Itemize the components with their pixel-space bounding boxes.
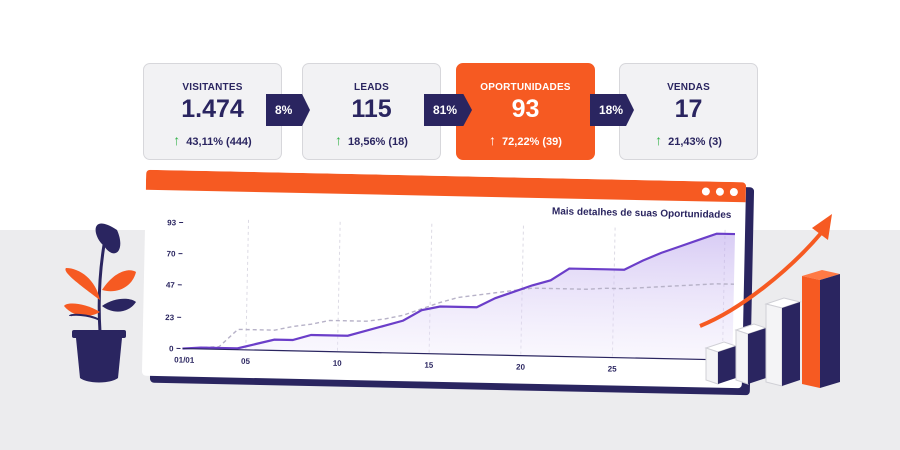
kpi-value: 115 — [351, 95, 392, 123]
kpi-change: ↑ 18,56% (18) — [303, 132, 440, 148]
kpi-value: 1.474 — [181, 95, 244, 123]
kpi-card-visitantes[interactable]: VISITANTES 1.474 ↑ 43,11% (444) — [143, 63, 282, 160]
kpi-label: LEADS — [354, 82, 389, 93]
kpi-label: VENDAS — [667, 82, 710, 93]
x-tick-label: 20 — [516, 363, 526, 372]
conversion-rate-badge: 8% — [266, 94, 310, 126]
grid-line — [245, 219, 250, 350]
x-tick-label: 01/01 — [174, 355, 195, 364]
conversion-rate-badge: 18% — [590, 94, 634, 126]
kpi-change: ↑ 21,43% (3) — [620, 132, 757, 148]
kpi-change-text: 18,56% (18) — [348, 136, 408, 148]
kpi-change-text: 21,43% (3) — [668, 136, 722, 148]
x-tick-label: 15 — [424, 361, 434, 370]
kpi-value: 17 — [674, 95, 703, 123]
kpi-change: ↑ 43,11% (444) — [144, 132, 281, 148]
x-tick-label: 05 — [241, 357, 251, 366]
series-line-main — [182, 232, 736, 350]
grid-line — [336, 221, 341, 352]
arrow-up-icon: ↑ — [173, 132, 181, 148]
kpi-change-text: 43,11% (444) — [186, 136, 252, 148]
kpi-change-text: 72,22% (39) — [502, 136, 562, 148]
y-tick-label: 70 — [166, 249, 176, 258]
arrow-up-icon: ↑ — [335, 132, 343, 148]
series-area — [182, 233, 736, 361]
kpi-change: ↑ 72,22% (39) — [457, 132, 594, 148]
arrow-up-icon: ↑ — [489, 132, 497, 148]
y-tick-label: 0 — [169, 344, 174, 353]
kpi-card-leads[interactable]: LEADS 115 ↑ 18,56% (18) — [302, 63, 441, 160]
chart-window: Mais detalhes de suas Oportunidades 0 23 4… — [141, 169, 747, 389]
x-tick-label: 10 — [333, 359, 343, 368]
series-line-dashed — [182, 283, 734, 350]
kpi-card-oportunidades[interactable]: OPORTUNIDADES 93 ↑ 72,22% (39) — [456, 63, 595, 160]
x-tick-label: 25 — [608, 364, 618, 373]
conversion-rate-badge: 81% — [424, 94, 472, 126]
y-tick-label: 47 — [166, 281, 176, 290]
x-axis — [182, 347, 733, 361]
kpi-value: 93 — [511, 95, 540, 123]
line-chart: 0 23 47 70 93 01/01 05 10 15 20 25 31 — [165, 218, 736, 376]
x-tick-label: 31 — [718, 367, 728, 376]
y-tick-label: 23 — [165, 313, 175, 322]
kpi-label: VISITANTES — [182, 82, 243, 93]
y-tick-label: 93 — [167, 218, 177, 227]
kpi-card-vendas[interactable]: VENDAS 17 ↑ 21,43% (3) — [619, 63, 758, 160]
arrow-up-icon: ↑ — [655, 132, 663, 148]
kpi-label: OPORTUNIDADES — [480, 82, 571, 93]
